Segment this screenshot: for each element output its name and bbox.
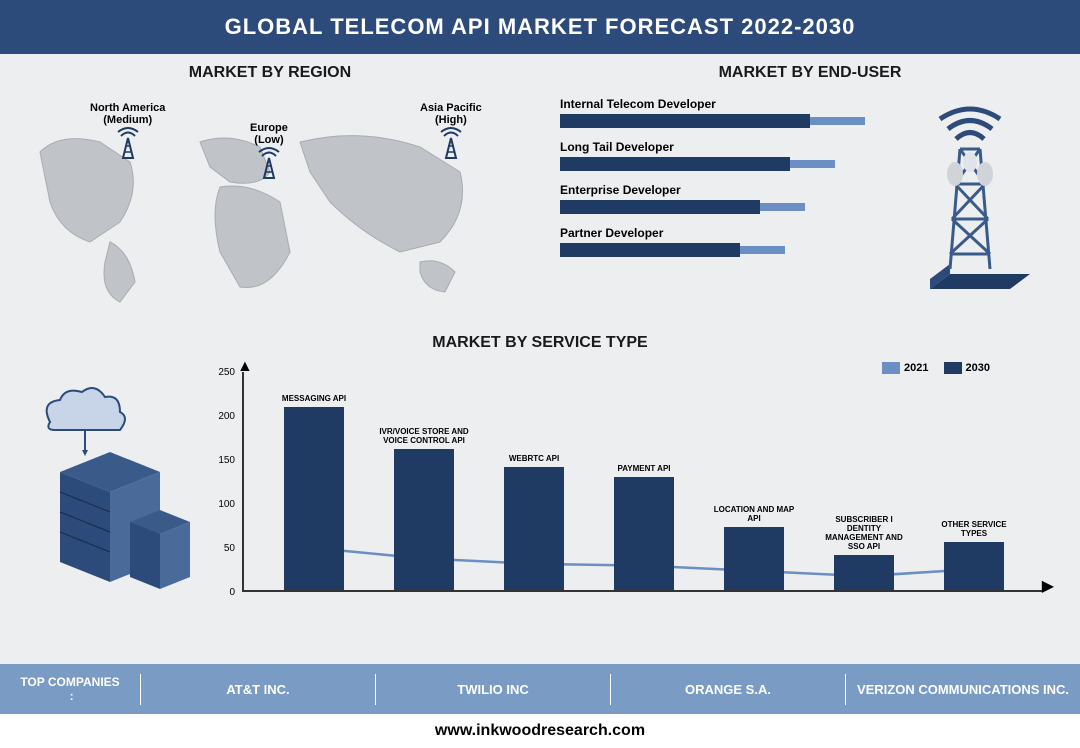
telecom-tower-icon: [900, 104, 1040, 304]
chart-plot: ▲ ▶ MESSAGING API IVR/VOICE STORE AND VO…: [242, 372, 1042, 592]
y-tick: 250: [210, 367, 235, 378]
region-map: North America(Medium) Europe(Low) Asia Pac…: [20, 92, 520, 322]
cloud-server-icon: [20, 382, 200, 602]
enduser-item: Partner Developer: [560, 226, 900, 257]
page-title: GLOBAL TELECOM API MARKET FORECAST 2022-…: [225, 14, 856, 39]
bar-label: LOCATION AND MAP API: [709, 505, 799, 523]
y-tick: 200: [210, 411, 235, 422]
enduser-label: Long Tail Developer: [560, 140, 900, 154]
enduser-bar: [560, 243, 900, 257]
region-marker: Asia Pacific(High): [420, 102, 482, 163]
enduser-item: Enterprise Developer: [560, 183, 900, 214]
main-content: MARKET BY REGION North America(Medium) Eu…: [0, 54, 1080, 664]
bar-label: MESSAGING API: [269, 394, 359, 403]
chart-area: 20212030 050100150200250 ▲ ▶ MESSAGING A…: [210, 362, 1050, 622]
bar-group: SUBSCRIBER I DENTITY MANAGEMENT AND SSO …: [834, 555, 894, 590]
region-title: MARKET BY REGION: [20, 64, 520, 82]
company-item: ORANGE S.A.: [610, 674, 845, 705]
bar: [504, 467, 564, 590]
enduser-label: Internal Telecom Developer: [560, 97, 900, 111]
bar: [944, 542, 1004, 590]
companies-label: TOP COMPANIES :: [0, 675, 140, 703]
service-chart: 20212030 050100150200250 ▲ ▶ MESSAGING A…: [20, 362, 1060, 642]
region-marker: Europe(Low): [250, 122, 288, 183]
enduser-bar: [560, 200, 900, 214]
service-section: MARKET BY SERVICE TYPE: [20, 334, 1060, 642]
y-tick: 100: [210, 499, 235, 510]
enduser-item: Long Tail Developer: [560, 140, 900, 171]
bar-group: OTHER SERVICE TYPES: [944, 542, 1004, 590]
bar: [834, 555, 894, 590]
enduser-label: Enterprise Developer: [560, 183, 900, 197]
companies-bar: TOP COMPANIES : AT&T INC.TWILIO INCORANG…: [0, 664, 1080, 714]
bar-label: WEBRTC API: [489, 454, 579, 463]
y-tick: 0: [210, 587, 235, 598]
region-marker: North America(Medium): [90, 102, 165, 163]
region-section: MARKET BY REGION North America(Medium) Eu…: [20, 64, 520, 322]
enduser-item: Internal Telecom Developer: [560, 97, 900, 128]
bar-label: IVR/VOICE STORE AND VOICE CONTROL API: [379, 427, 469, 445]
website-url: www.inkwoodresearch.com: [0, 714, 1080, 748]
y-axis: 050100150200250: [210, 372, 240, 592]
bar-group: PAYMENT API: [614, 477, 674, 590]
enduser-section: MARKET BY END-USER Internal Telecom Deve…: [560, 64, 1060, 269]
page-title-bar: GLOBAL TELECOM API MARKET FORECAST 2022-…: [0, 0, 1080, 54]
enduser-label: Partner Developer: [560, 226, 900, 240]
company-item: VERIZON COMMUNICATIONS INC.: [845, 674, 1080, 705]
bar-group: MESSAGING API: [284, 407, 344, 590]
company-item: AT&T INC.: [140, 674, 375, 705]
arrow-right-icon: ▶: [1042, 576, 1054, 596]
bar: [284, 407, 344, 590]
enduser-title: MARKET BY END-USER: [560, 64, 1060, 82]
enduser-bar: [560, 114, 900, 128]
y-tick: 150: [210, 455, 235, 466]
companies-list: AT&T INC.TWILIO INCORANGE S.A.VERIZON CO…: [140, 674, 1080, 705]
bar-group: LOCATION AND MAP API: [724, 527, 784, 590]
bar-group: WEBRTC API: [504, 467, 564, 590]
bar-group: IVR/VOICE STORE AND VOICE CONTROL API: [394, 449, 454, 590]
service-title: MARKET BY SERVICE TYPE: [20, 334, 1060, 352]
bar-label: OTHER SERVICE TYPES: [929, 520, 1019, 538]
bar: [394, 449, 454, 590]
y-tick: 50: [210, 543, 235, 554]
enduser-bar: [560, 157, 900, 171]
bar-label: SUBSCRIBER I DENTITY MANAGEMENT AND SSO …: [819, 515, 909, 551]
enduser-bars: Internal Telecom Developer Long Tail Dev…: [560, 97, 900, 257]
bar-label: PAYMENT API: [599, 464, 689, 473]
bar: [724, 527, 784, 590]
bar: [614, 477, 674, 590]
company-item: TWILIO INC: [375, 674, 610, 705]
